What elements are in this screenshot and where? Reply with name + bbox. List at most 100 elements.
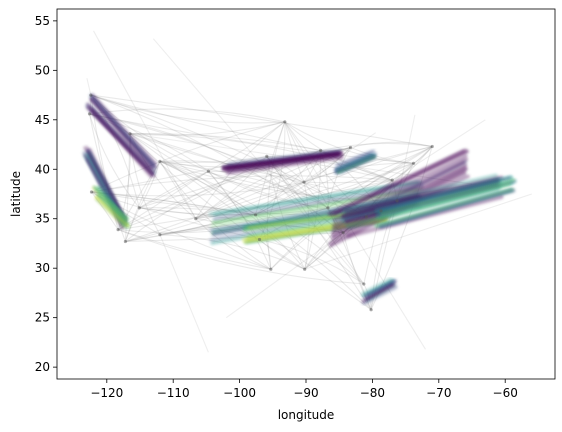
x-axis-ticks: −120 −110 −100 −90 −80 −70 −60 xyxy=(90,379,518,400)
hub-points xyxy=(87,93,434,312)
hub-point xyxy=(369,308,373,312)
trajectory-line xyxy=(90,94,433,148)
hub-point xyxy=(364,215,368,219)
x-tick-label: −120 xyxy=(90,386,123,400)
trajectory-line xyxy=(284,121,305,183)
trajectory-line xyxy=(320,142,433,152)
density-stroke xyxy=(337,150,374,167)
density-stroke xyxy=(224,153,340,173)
trajectory-line xyxy=(138,161,161,209)
hub-point xyxy=(116,228,120,232)
trajectory-line xyxy=(89,108,285,123)
y-tick-label: 50 xyxy=(35,63,50,77)
x-axis-label: longitude xyxy=(278,408,335,422)
trajectory-line xyxy=(304,150,322,270)
x-tick-label: −70 xyxy=(426,386,451,400)
hub-point xyxy=(326,206,330,210)
trajectory-line xyxy=(284,121,414,164)
trajectory-line xyxy=(88,113,140,209)
hub-point xyxy=(158,159,162,163)
density-stroke xyxy=(327,148,469,217)
density-stroke xyxy=(93,186,127,221)
trajectory-line xyxy=(91,121,285,193)
density-stroke xyxy=(94,197,126,229)
trajectory-line xyxy=(303,179,393,184)
hub-point xyxy=(348,145,353,150)
trajectory-line xyxy=(392,119,486,181)
hub-point xyxy=(206,169,210,173)
density-stroke xyxy=(360,277,393,297)
trajectory-line xyxy=(159,234,305,270)
trajectory-line xyxy=(392,162,415,181)
hub-point xyxy=(395,199,399,203)
density-stroke xyxy=(362,280,397,298)
y-tick-label: 45 xyxy=(35,113,50,127)
trajectory-line xyxy=(117,229,364,285)
hub-point xyxy=(341,231,345,235)
hub-point xyxy=(265,154,269,158)
density-stroke xyxy=(87,105,154,176)
hub-point xyxy=(87,112,92,116)
trajectory-line xyxy=(159,234,209,353)
y-tick-label: 55 xyxy=(35,14,50,28)
trajectory-line xyxy=(159,161,197,219)
density-stroke xyxy=(91,93,158,165)
trajectory-line xyxy=(124,207,140,242)
trajectory-line xyxy=(159,161,272,270)
hub-point xyxy=(89,190,94,194)
hub-point xyxy=(158,233,162,237)
y-tick-label: 30 xyxy=(35,261,50,275)
trajectory-line xyxy=(139,121,286,209)
hub-point xyxy=(430,144,434,149)
density-stroke xyxy=(376,182,511,221)
y-tick-label: 40 xyxy=(35,162,50,176)
trajectory-line xyxy=(117,229,271,270)
trajectory-line xyxy=(413,146,433,164)
hub-point xyxy=(257,237,262,242)
hub-point xyxy=(123,239,127,244)
trajectory-line xyxy=(86,78,92,96)
trajectory-line xyxy=(139,170,209,209)
hub-point xyxy=(283,120,287,124)
trajectory-line xyxy=(129,121,285,136)
x-tick-label: −80 xyxy=(360,386,385,400)
trajectory-line xyxy=(91,191,119,230)
trajectory-line xyxy=(303,147,351,183)
trajectory-line xyxy=(303,145,433,183)
hub-point xyxy=(303,267,307,271)
trajectory-line xyxy=(129,133,393,181)
y-tick-label: 35 xyxy=(35,212,50,226)
x-tick-label: −90 xyxy=(293,386,318,400)
trajectory-line xyxy=(89,113,329,209)
trajectory-line xyxy=(90,94,285,124)
density-stroke xyxy=(333,154,377,175)
hub-point xyxy=(137,206,141,210)
hub-point xyxy=(379,209,383,213)
trajectory-line xyxy=(129,133,321,152)
density-bands xyxy=(82,93,517,306)
trajectory-line xyxy=(303,162,414,183)
y-tick-label: 20 xyxy=(35,360,50,374)
density-stroke xyxy=(344,175,504,214)
density-stroke xyxy=(225,156,344,176)
trajectory-line xyxy=(259,239,305,270)
trajectory-line xyxy=(225,232,344,319)
hub-point xyxy=(390,178,394,182)
trajectory-line xyxy=(159,160,306,270)
trajectory-line xyxy=(129,133,256,216)
density-stroke xyxy=(227,148,342,166)
density-stroke xyxy=(361,283,396,304)
trajectory-line xyxy=(350,146,414,164)
density-stroke xyxy=(342,173,498,213)
hub-point xyxy=(362,282,366,286)
trajectory-line xyxy=(350,141,433,149)
density-stroke xyxy=(225,151,341,171)
trajectory-line xyxy=(304,193,532,270)
trajectory-line xyxy=(159,155,267,164)
hub-point xyxy=(412,161,416,165)
density-stroke xyxy=(89,94,156,168)
hub-point xyxy=(269,267,273,271)
trajectory-line xyxy=(195,218,272,270)
density-stroke xyxy=(95,195,130,228)
